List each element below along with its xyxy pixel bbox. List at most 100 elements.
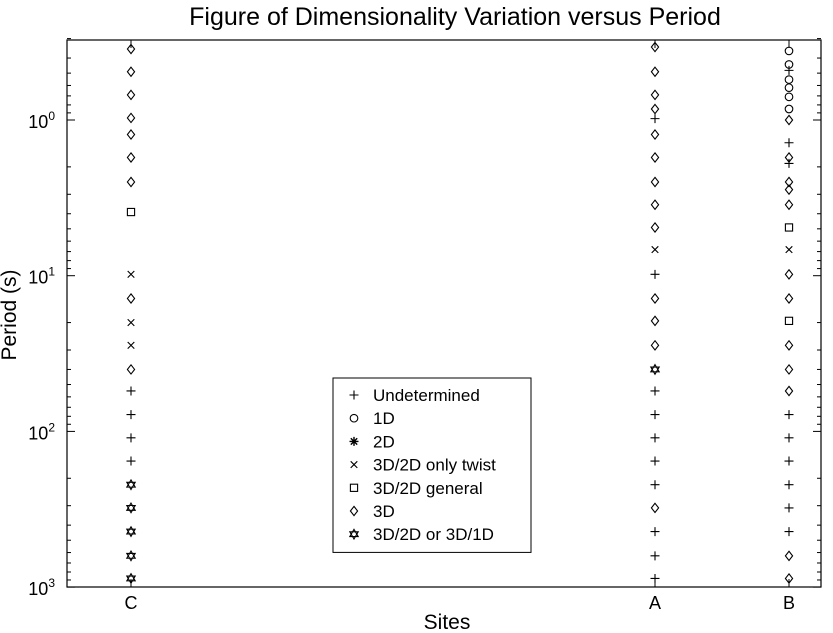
data-point-plus (650, 527, 660, 537)
y-axis-label: Period (s) (0, 269, 21, 360)
legend-label: 2D (373, 432, 395, 451)
legend-marker-asterisk (349, 436, 359, 446)
data-point-diamond (650, 339, 660, 351)
data-point-x (785, 245, 793, 254)
data-point-diamond (784, 339, 794, 351)
legend-label: 3D/2D general (373, 479, 483, 498)
data-point-star (125, 502, 137, 514)
data-point-diamond (784, 363, 794, 375)
data-point-diamond (126, 66, 136, 78)
data-point-diamond (784, 572, 794, 584)
data-point-diamond (650, 502, 660, 514)
data-point-square (126, 207, 136, 217)
x-tick-label: A (649, 593, 661, 613)
legend-marker-x (350, 460, 358, 469)
data-point-diamond (650, 151, 660, 163)
data-point-plus (784, 527, 794, 537)
data-point-diamond (784, 550, 794, 562)
data-point-plus (784, 410, 794, 420)
data-point-diamond (126, 363, 136, 375)
data-point-diamond (126, 129, 136, 141)
legend-marker-circle (349, 413, 359, 423)
x-tick-label: B (783, 593, 795, 613)
data-point-diamond (650, 129, 660, 141)
data-point-plus (650, 480, 660, 490)
data-point-plus (650, 573, 660, 583)
data-point-diamond (784, 292, 794, 304)
data-point-plus (126, 433, 136, 443)
data-point-plus (650, 433, 660, 443)
data-point-diamond (126, 43, 136, 55)
data-point-circle (784, 46, 794, 56)
y-tick-label: 100 (28, 109, 55, 132)
data-point-circle (784, 60, 794, 69)
data-point-diamond (650, 221, 660, 233)
data-point-plus (784, 433, 794, 443)
y-tick-label: 101 (28, 265, 55, 288)
data-point-diamond (650, 89, 660, 101)
x-axis-label: Sites (424, 611, 471, 633)
data-point-diamond (784, 184, 794, 196)
data-point-diamond (784, 199, 794, 211)
plot-area: 100 101 102 103 C A B (28, 38, 822, 613)
data-point-circle (784, 75, 794, 84)
data-point-diamond (126, 89, 136, 101)
legend-marker-plus (349, 390, 359, 400)
data-point-diamond (650, 41, 660, 53)
y-tick-label: 103 (28, 576, 55, 599)
data-point-diamond (650, 315, 660, 327)
data-point-star (125, 549, 137, 562)
data-point-circle (784, 104, 794, 114)
data-point-plus (650, 551, 660, 561)
data-point-plus (650, 456, 660, 466)
data-point-circle (784, 83, 794, 93)
data-point-x (127, 341, 135, 350)
data-point-plus (784, 503, 794, 513)
data-point-diamond (650, 103, 660, 115)
data-point-diamond (784, 268, 794, 280)
data-point-diamond (650, 199, 660, 211)
data-point-plus (784, 65, 794, 75)
data-point-plus (784, 138, 794, 148)
data-point-star (125, 525, 137, 538)
y-tick-label: 102 (28, 420, 55, 443)
data-point-diamond (650, 66, 660, 78)
data-point-plus (650, 114, 660, 124)
data-point-plus (650, 269, 660, 279)
legend-label: Undetermined (373, 386, 480, 405)
data-point-plus (784, 480, 794, 490)
data-point-diamond (126, 112, 136, 124)
plot-frame (66, 39, 822, 588)
legend-label: 1D (373, 409, 395, 428)
legend-label: 3D (373, 502, 395, 521)
legend-box (332, 377, 532, 553)
data-point-plus (126, 410, 136, 420)
data-point-diamond (784, 176, 794, 188)
data-point-diamond (784, 151, 794, 163)
legend-label: 3D/2D only twist (373, 456, 496, 475)
data-point-plus (784, 456, 794, 466)
data-point-diamond (650, 176, 660, 188)
data-point-plus (650, 386, 660, 396)
data-point-x (127, 318, 135, 327)
data-point-plus (126, 386, 136, 396)
data-point-plus (126, 456, 136, 466)
data-point-plus (650, 410, 660, 420)
data-point-diamond (126, 151, 136, 163)
data-point-square (784, 316, 794, 326)
chart-title: Figure of Dimensionality Variation versu… (189, 3, 721, 31)
data-point-circle (784, 92, 794, 102)
data-point-diamond (784, 114, 794, 126)
x-tick-label: C (125, 593, 138, 613)
data-point-diamond (650, 292, 660, 304)
data-point-plus (784, 158, 794, 168)
data-point-diamond (784, 385, 794, 397)
legend-marker-diamond (349, 505, 359, 517)
legend-label: 3D/2D or 3D/1D (373, 525, 494, 544)
data-point-square (784, 223, 794, 232)
data-point-diamond (126, 292, 136, 304)
data-point-x (651, 245, 659, 254)
legend-marker-square (349, 483, 359, 492)
data-point-star (125, 572, 137, 585)
data-point-star (125, 478, 137, 491)
